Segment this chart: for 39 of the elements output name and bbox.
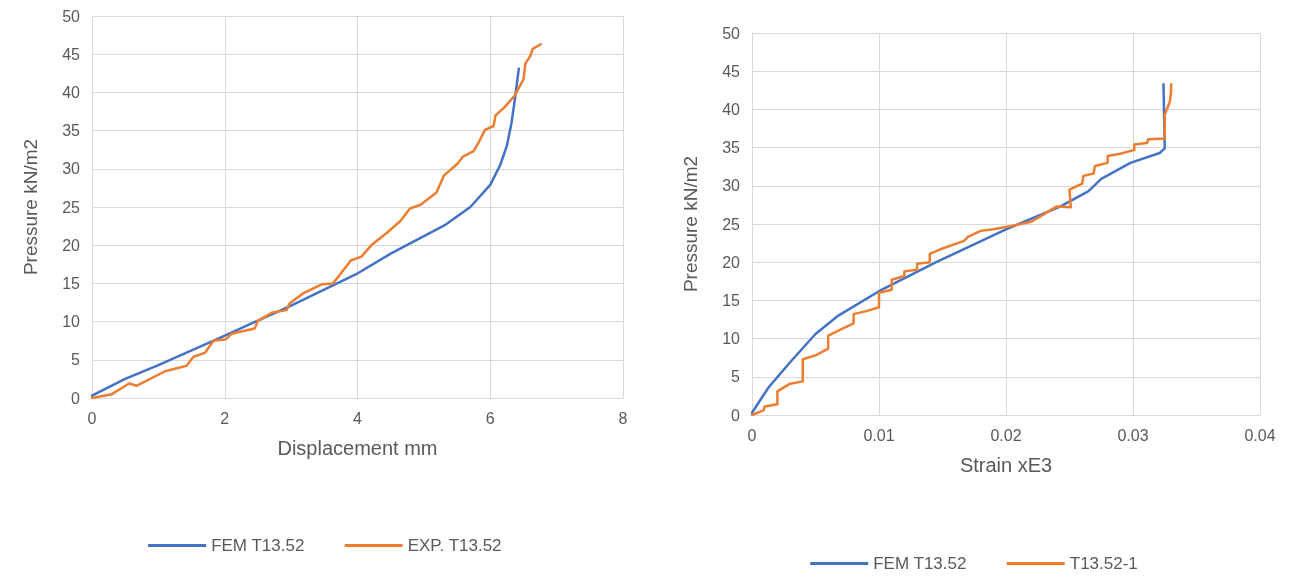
legend-label: EXP. T13.52 — [407, 536, 502, 555]
y-tick-label: 25 — [722, 215, 741, 233]
y-tick-label: 15 — [722, 291, 741, 309]
y-tick-label: 20 — [722, 253, 741, 271]
y-tick-label: 25 — [62, 198, 81, 216]
x-tick-label: 0.04 — [1244, 426, 1276, 444]
x-axis-title: Strain xE3 — [959, 454, 1053, 476]
y-tick-label: 45 — [722, 62, 741, 80]
legend-label: T13.52-1 — [1069, 554, 1138, 573]
x-axis-title: Displacement mm — [277, 437, 438, 459]
y-tick-label: 5 — [731, 368, 741, 386]
x-tick-label: 0.01 — [863, 426, 895, 444]
y-tick-label: 10 — [62, 313, 81, 331]
y-tick-label: 40 — [722, 100, 741, 118]
y-axis-title: Pressure kN/m2 — [680, 155, 701, 293]
y-tick-label: 40 — [62, 83, 81, 101]
y-tick-label: 50 — [62, 7, 81, 25]
y-tick-label: 5 — [71, 351, 81, 369]
y-tick-label: 45 — [62, 45, 81, 63]
legend-label: FEM T13.52 — [211, 536, 305, 555]
y-tick-label: 20 — [62, 236, 81, 254]
legend-label: FEM T13.52 — [873, 554, 967, 573]
y-tick-label: 30 — [722, 177, 741, 195]
y-tick-label: 35 — [62, 122, 81, 140]
y-tick-label: 15 — [62, 274, 81, 292]
y-tick-label: 0 — [71, 389, 81, 407]
x-tick-label: 0.03 — [1117, 426, 1149, 444]
x-tick-label: 0 — [747, 426, 757, 444]
y-tick-label: 30 — [62, 160, 81, 178]
y-tick-label: 50 — [722, 24, 741, 42]
y-tick-label: 10 — [722, 330, 741, 348]
x-tick-label: 8 — [618, 409, 628, 427]
x-tick-label: 2 — [220, 409, 230, 427]
y-tick-label: 35 — [722, 139, 741, 157]
x-tick-label: 4 — [353, 409, 363, 427]
x-tick-label: 0 — [87, 409, 97, 427]
y-axis-title: Pressure kN/m2 — [20, 138, 41, 276]
x-tick-label: 0.02 — [990, 426, 1022, 444]
x-tick-label: 6 — [485, 409, 495, 427]
